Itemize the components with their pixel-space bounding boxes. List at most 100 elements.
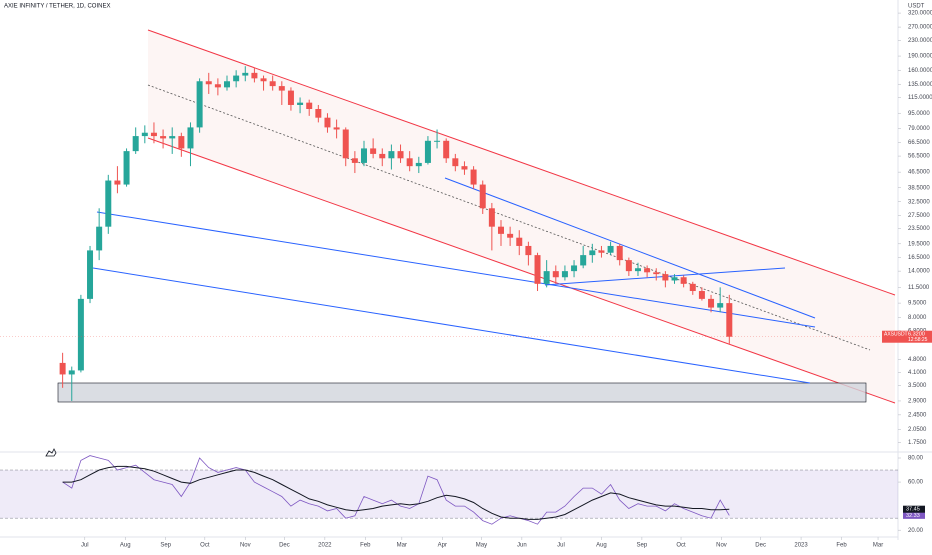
candle-body: [269, 81, 276, 87]
x-tick-label: Nov: [716, 543, 727, 549]
price-tag-countdown: 12:58:25: [908, 337, 928, 343]
candle-body: [397, 151, 404, 159]
y-tick-label: 14.0000: [908, 269, 930, 275]
x-tick-label: Sep: [160, 543, 171, 549]
y-tick-label: 95.0000: [908, 111, 930, 117]
x-tick-label: Oct: [200, 543, 210, 549]
x-tick-label: 2023: [794, 543, 808, 549]
marks: 320.0000 270.0000 230.0000 190.0000 160.0000…: [0, 11, 932, 549]
candle-body: [251, 72, 258, 79]
y-tick-label: 160.0000: [908, 68, 932, 74]
candle-body: [516, 237, 523, 246]
x-tick-label: Dec: [279, 543, 290, 549]
candle-body: [653, 272, 660, 275]
trend-line: [96, 211, 816, 328]
candle-body: [123, 151, 130, 185]
rsi-line: [62, 465, 730, 520]
price-axis-unit: USDT: [908, 4, 925, 10]
y-tick-label: 4.1000: [908, 370, 927, 376]
x-tick-label: Jul: [557, 543, 565, 549]
y-tick-label: 20.00: [908, 528, 924, 534]
x-tick-label: Apr: [438, 543, 447, 549]
y-tick-label: 135.0000: [908, 82, 932, 88]
y-tick-label: 115.0000: [908, 95, 932, 101]
candle-body: [178, 136, 185, 149]
x-tick-label: Jul: [81, 543, 89, 549]
candle-body: [141, 132, 148, 137]
candle-body: [479, 184, 486, 209]
y-tick-label: 23.5000: [908, 226, 930, 232]
candle-body: [497, 226, 504, 234]
channel-bottom: [147, 137, 896, 404]
rsi-line: [62, 455, 730, 525]
candle-body: [333, 127, 340, 130]
channel-median: [147, 84, 871, 351]
candle-body: [87, 250, 94, 299]
candle-body: [543, 271, 550, 284]
candle-body: [406, 158, 413, 167]
candle-body: [132, 136, 139, 152]
candle-body: [488, 208, 495, 227]
y-tick-label: 190.0000: [908, 54, 932, 60]
x-tick-label: Jun: [517, 543, 527, 549]
value-tag-label: 32.33: [906, 513, 920, 519]
y-tick-label: 230.0000: [908, 38, 932, 44]
x-tick-label: 2022: [318, 543, 332, 549]
candle-body: [552, 271, 559, 278]
candle-body: [77, 298, 84, 371]
candle-body: [315, 108, 322, 118]
x-tick-label: Oct: [676, 543, 686, 549]
y-tick-label: 56.5000: [908, 154, 930, 160]
candle-body: [105, 180, 112, 227]
candle-body: [379, 153, 386, 159]
candle-body: [461, 166, 468, 170]
candle-body: [260, 78, 267, 82]
y-tick-label: 8.0000: [908, 315, 927, 321]
y-tick-label: 66.5000: [908, 140, 930, 146]
x-tick-label: Sep: [637, 543, 648, 549]
candle-body: [689, 283, 696, 292]
support-zone: [57, 382, 867, 403]
candle-body: [589, 250, 596, 256]
candle-body: [443, 140, 450, 159]
candle-body: [534, 255, 541, 284]
y-tick-label: 320.0000: [908, 11, 932, 17]
candle-body: [561, 271, 568, 278]
x-tick-label: Aug: [120, 543, 131, 549]
candle-body: [205, 81, 212, 85]
rsi-band: [0, 470, 898, 519]
x-tick-label: Mar: [397, 543, 407, 549]
y-tick-label: 2.4500: [908, 412, 927, 418]
candle-body: [580, 255, 587, 266]
x-tick-label: Aug: [596, 543, 607, 549]
y-tick-label: 16.5000: [908, 255, 930, 261]
candle-body: [160, 136, 167, 139]
y-tick-label: 32.5000: [908, 199, 930, 205]
candle-body: [68, 370, 75, 375]
candle-body: [507, 233, 514, 238]
y-tick-label: 1.7500: [908, 440, 927, 446]
x-tick-label: May: [476, 543, 487, 549]
candle-body: [242, 72, 249, 76]
candle-body: [233, 75, 240, 82]
candle-body: [452, 158, 459, 167]
candle-body: [717, 303, 724, 308]
y-tick-label: 60.00: [908, 480, 924, 486]
y-tick-label: 46.5000: [908, 170, 930, 176]
candle-body: [434, 140, 441, 142]
price-tag-label: 6.3200: [908, 332, 925, 338]
y-tick-label: 79.0000: [908, 126, 930, 132]
y-tick-label: 9.5000: [908, 301, 927, 307]
candle-body: [598, 250, 605, 253]
x-tick-label: Feb: [836, 543, 847, 549]
candle-body: [59, 362, 66, 375]
candle-body: [616, 245, 623, 261]
chart-title: AXIE INFINITY / TETHER, 1D, COINEX: [4, 4, 110, 10]
price-tag-symbol: AXSUSDT: [884, 332, 908, 338]
candle-body: [96, 226, 103, 251]
y-tick-label: 38.5000: [908, 185, 930, 191]
x-tick-label: Nov: [240, 543, 251, 549]
x-tick-label: Mar: [873, 543, 883, 549]
candle-body: [361, 148, 368, 163]
